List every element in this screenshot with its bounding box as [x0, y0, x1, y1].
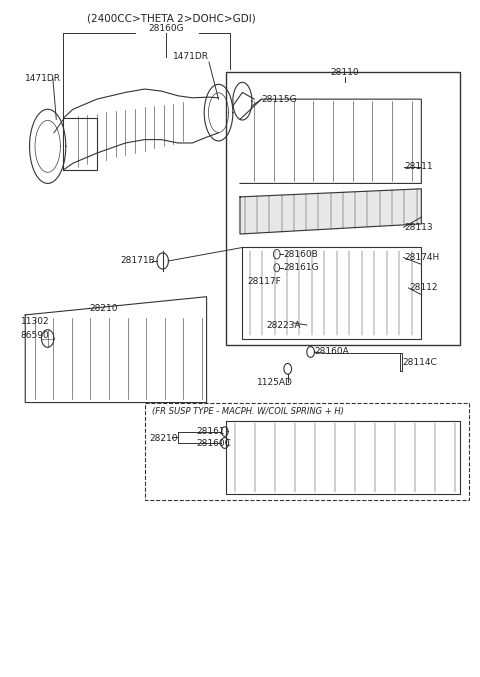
Text: 1471DR: 1471DR	[25, 74, 61, 83]
Text: 28210: 28210	[90, 304, 118, 313]
Text: 28111: 28111	[405, 162, 433, 171]
Text: 28160C: 28160C	[196, 439, 231, 447]
Text: 11302: 11302	[21, 317, 49, 326]
Text: 1471DR: 1471DR	[173, 52, 209, 61]
Text: 28223A: 28223A	[266, 320, 301, 330]
Text: 28117F: 28117F	[247, 277, 281, 286]
Text: (2400CC>THETA 2>DOHC>GDI): (2400CC>THETA 2>DOHC>GDI)	[87, 14, 256, 24]
Text: (FR SUSP TYPE - MACPH. W/COIL SPRING + H): (FR SUSP TYPE - MACPH. W/COIL SPRING + H…	[152, 407, 344, 416]
Text: 28210: 28210	[149, 434, 178, 443]
Text: 28112: 28112	[409, 284, 438, 292]
Text: 28115G: 28115G	[262, 95, 297, 104]
Text: 28161G: 28161G	[283, 263, 319, 272]
Text: 28160B: 28160B	[283, 250, 318, 259]
Text: 28161: 28161	[196, 427, 225, 436]
Text: 28171B: 28171B	[120, 257, 156, 265]
Text: 28174H: 28174H	[405, 253, 440, 262]
Text: 28114C: 28114C	[402, 357, 437, 367]
Text: 28160G: 28160G	[148, 24, 184, 33]
Text: 86590: 86590	[21, 330, 49, 340]
Polygon shape	[240, 189, 421, 234]
Text: 1125AD: 1125AD	[257, 378, 293, 387]
Text: 28110: 28110	[331, 68, 360, 77]
Text: 28160A: 28160A	[314, 347, 348, 357]
Text: 28113: 28113	[405, 223, 433, 232]
